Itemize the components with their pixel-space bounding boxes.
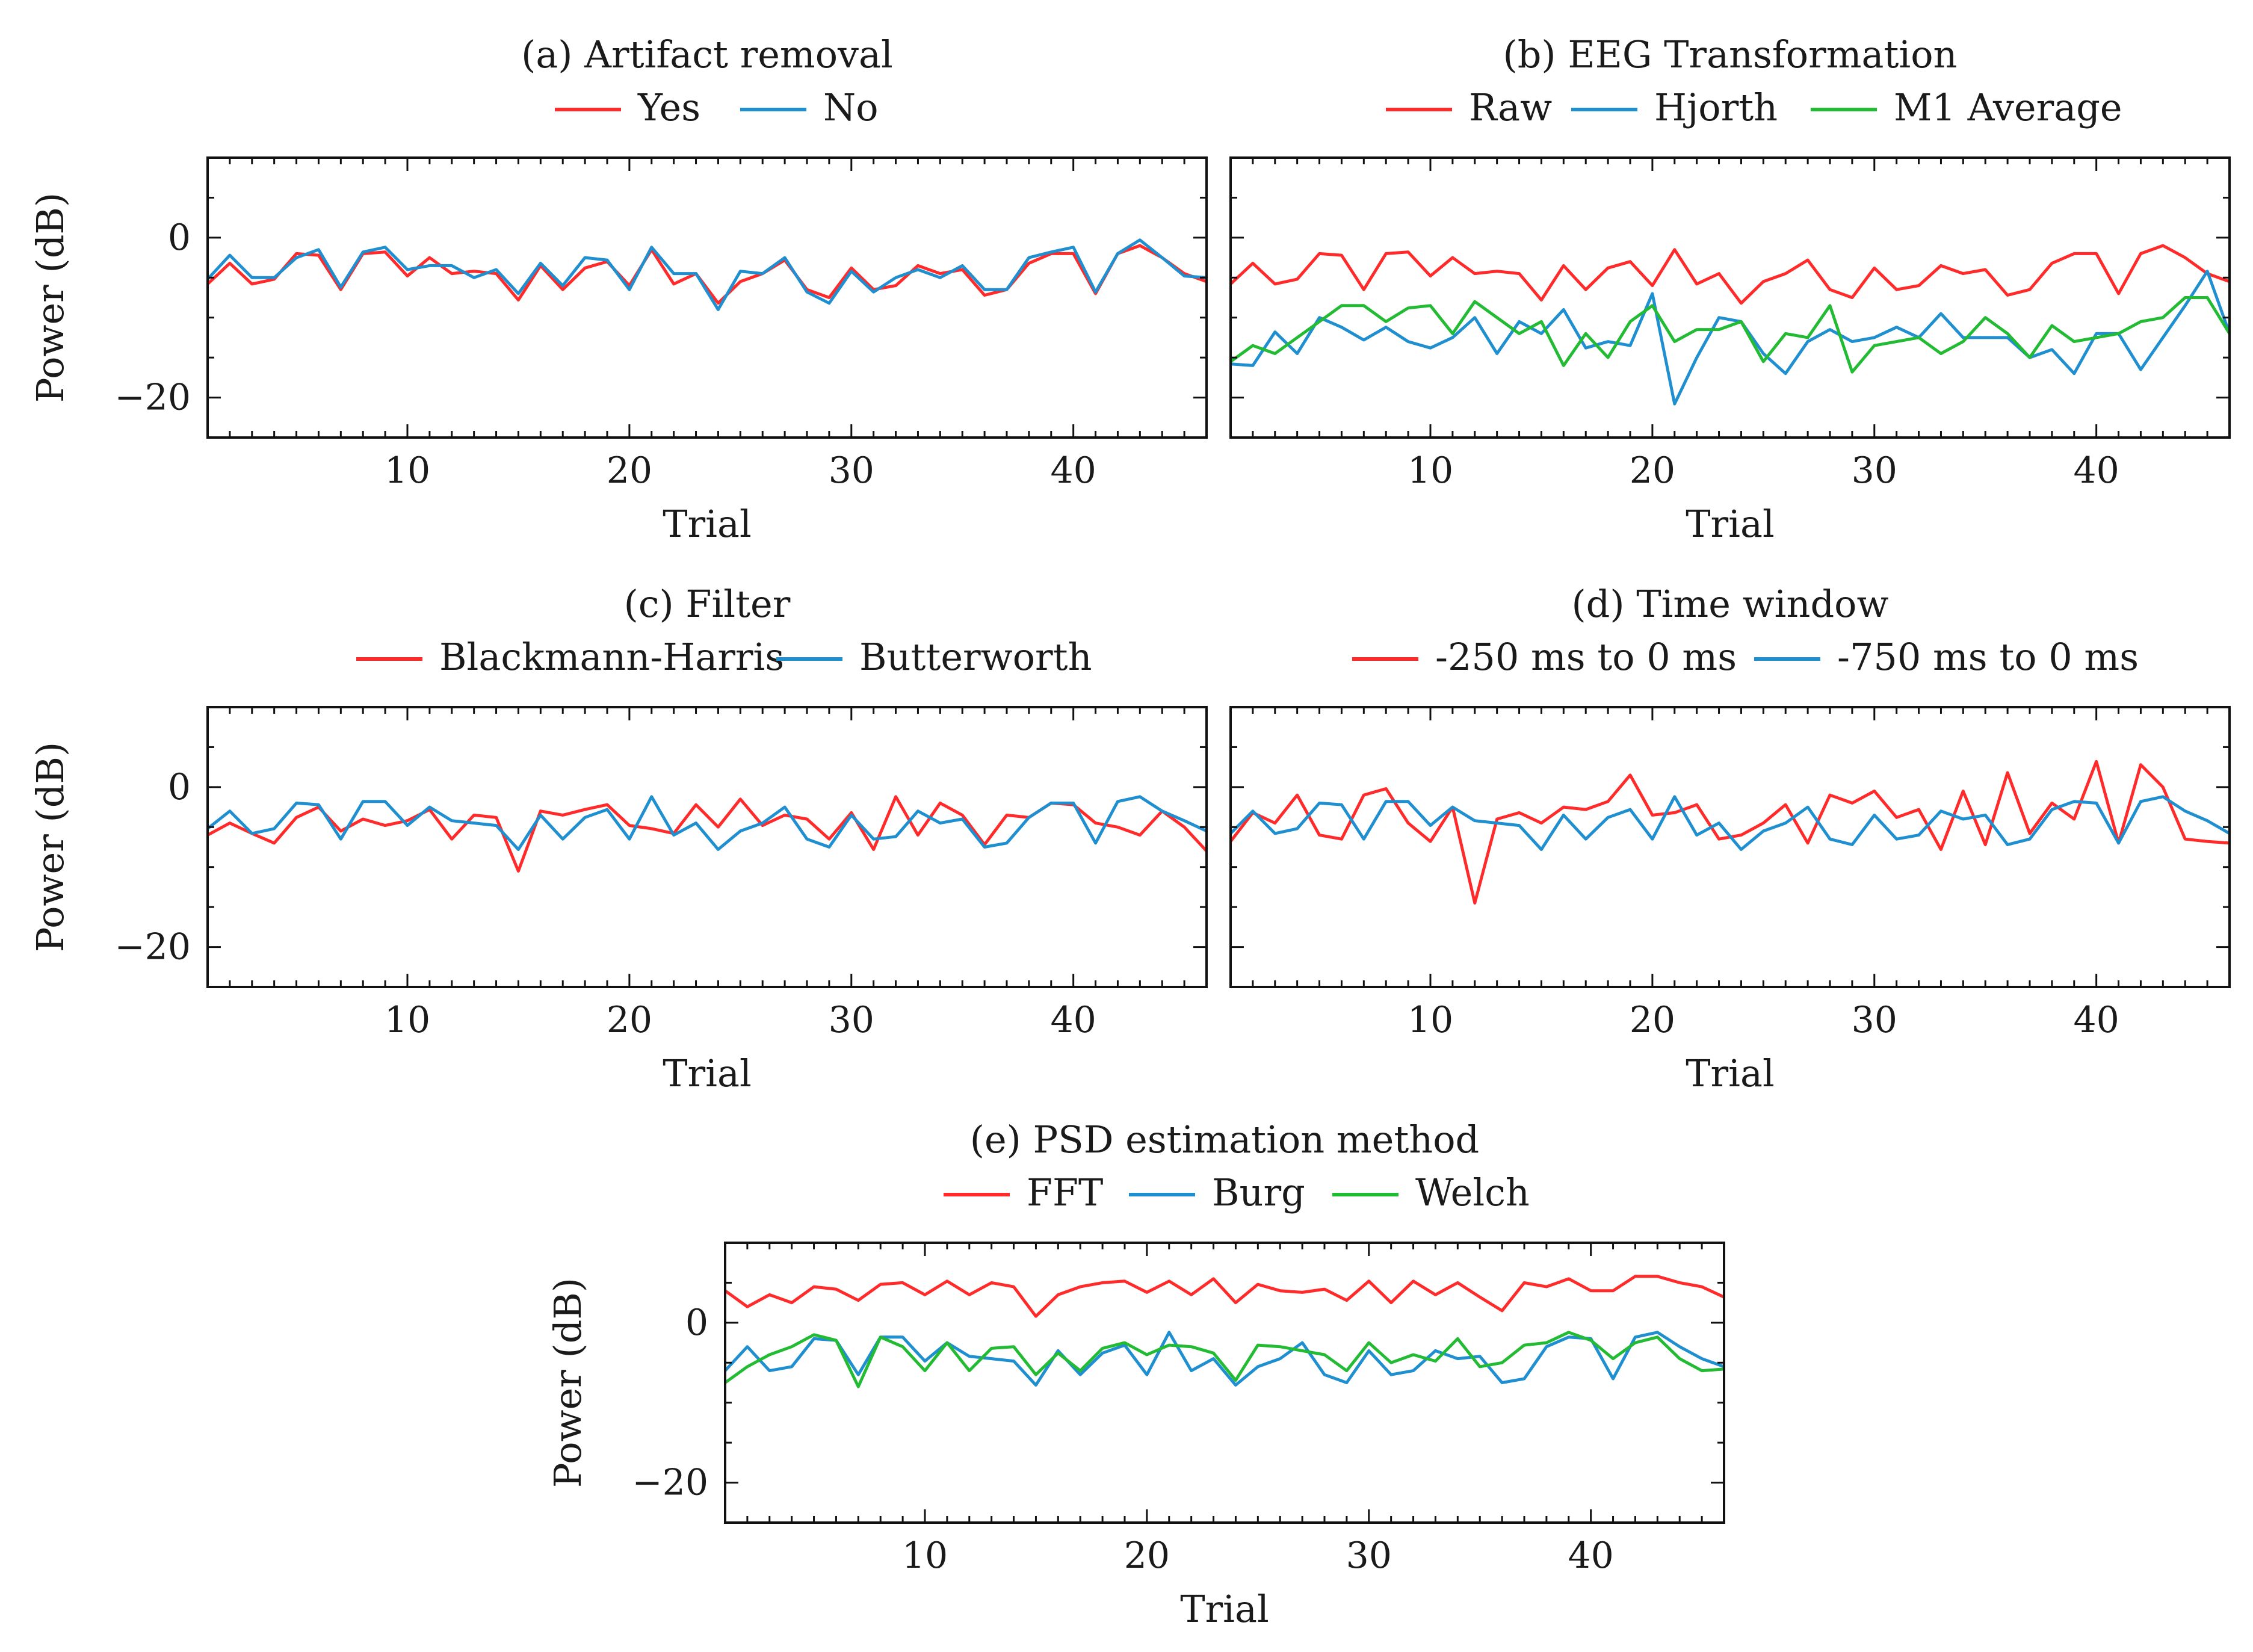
series-line-a-yes bbox=[208, 244, 1207, 305]
legend-item-c-1: Butterworth bbox=[776, 635, 1092, 679]
y-axis-label: Power (dB) bbox=[28, 742, 72, 952]
legend-item-b-1: Hjorth bbox=[1571, 85, 1778, 129]
x-tick-label: 40 bbox=[1050, 999, 1096, 1041]
series-line-e-fft bbox=[725, 1275, 1724, 1318]
x-tick-label: 30 bbox=[829, 450, 874, 492]
panel-c-title: (c) Filter bbox=[624, 582, 791, 626]
x-tick-label: 20 bbox=[1124, 1535, 1170, 1577]
legend-item-b-2: M1 Average bbox=[1811, 85, 2122, 129]
legend-label: Yes bbox=[637, 85, 700, 129]
legend-label: Blackmann-Harris bbox=[439, 635, 784, 679]
series-line-e-burg bbox=[725, 1331, 1724, 1387]
legend-label: Hjorth bbox=[1654, 85, 1778, 129]
y-tick-label: 0 bbox=[168, 766, 191, 808]
legend-item-b-0: Raw bbox=[1386, 85, 1552, 129]
legend-item-a-0: Yes bbox=[555, 85, 700, 129]
series-line-c-butterworth bbox=[208, 795, 1207, 851]
panel-b-title: (b) EEG Transformation bbox=[1503, 32, 1958, 76]
plot-frame bbox=[206, 156, 1208, 439]
x-axis-label: Trial bbox=[663, 502, 752, 546]
legend-item-c-0: Blackmann-Harris bbox=[356, 635, 784, 679]
panel-e: (e) PSD estimation method FFT Burg Welch 10 2… bbox=[546, 1118, 1725, 1631]
legend-item-e-0: FFT bbox=[944, 1171, 1103, 1214]
x-axis-label: Trial bbox=[663, 1051, 752, 1095]
legend-label: No bbox=[823, 85, 879, 129]
series-line-a-no bbox=[208, 238, 1207, 311]
x-tick-label: 10 bbox=[385, 450, 430, 492]
x-axis-label: Trial bbox=[1180, 1587, 1269, 1631]
x-tick-label: 30 bbox=[829, 999, 874, 1041]
panel-b: (b) EEG Transformation Raw Hjorth M1 Averag… bbox=[1229, 32, 2231, 546]
plot-frame bbox=[206, 706, 1208, 988]
plot-frame bbox=[1229, 706, 2231, 988]
legend-label: Raw bbox=[1469, 85, 1552, 129]
plot-frame bbox=[1229, 156, 2231, 439]
x-tick-label: 40 bbox=[2073, 999, 2119, 1041]
legend-label: -750 ms to 0 ms bbox=[1837, 635, 2139, 679]
x-tick-label: 20 bbox=[1630, 999, 1675, 1041]
x-tick-label: 30 bbox=[1346, 1535, 1392, 1577]
plot-frame bbox=[724, 1242, 1725, 1524]
x-tick-label: 20 bbox=[607, 999, 652, 1041]
series-line-b-m1-average bbox=[1231, 296, 2230, 374]
legend-label: Welch bbox=[1415, 1171, 1530, 1214]
x-tick-label: 40 bbox=[2073, 450, 2119, 492]
series-line-c-blackmann-harris bbox=[208, 795, 1207, 873]
x-tick-label: 10 bbox=[1408, 450, 1453, 492]
series-line-d--750-ms-to-0-ms bbox=[1231, 795, 2230, 851]
x-tick-label: 20 bbox=[607, 450, 652, 492]
legend-label: FFT bbox=[1027, 1171, 1103, 1214]
legend-item-e-1: Burg bbox=[1129, 1171, 1305, 1214]
series-line-b-hjorth bbox=[1231, 270, 2230, 406]
panel-c: (c) Filter Blackmann-Harris Butterworth 10 2… bbox=[28, 582, 1208, 1095]
panel-a-title: (a) Artifact removal bbox=[521, 32, 893, 76]
panel-d-title: (d) Time window bbox=[1571, 582, 1888, 626]
legend-item-a-1: No bbox=[740, 85, 879, 129]
series-line-d--250-ms-to-0-ms bbox=[1231, 759, 2230, 905]
x-tick-label: 30 bbox=[1852, 999, 1897, 1041]
legend-item-e-2: Welch bbox=[1332, 1171, 1530, 1214]
panel-d: (d) Time window -250 ms to 0 ms -750 ms to… bbox=[1229, 582, 2231, 1095]
legend-item-d-0: -250 ms to 0 ms bbox=[1352, 635, 1737, 679]
x-tick-label: 10 bbox=[902, 1535, 948, 1577]
series-line-b-raw bbox=[1231, 244, 2230, 305]
y-tick-label: 0 bbox=[685, 1302, 708, 1344]
x-tick-label: 40 bbox=[1568, 1535, 1613, 1577]
legend-label: M1 Average bbox=[1894, 85, 2122, 129]
x-tick-label: 10 bbox=[1408, 999, 1453, 1041]
x-tick-label: 40 bbox=[1050, 450, 1096, 492]
x-tick-label: 20 bbox=[1630, 450, 1675, 492]
x-axis-label: Trial bbox=[1686, 1051, 1775, 1095]
y-tick-label: −20 bbox=[114, 377, 191, 419]
y-axis-label: Power (dB) bbox=[546, 1278, 590, 1488]
legend-label: Burg bbox=[1212, 1171, 1305, 1214]
legend-label: -250 ms to 0 ms bbox=[1435, 635, 1737, 679]
x-tick-label: 10 bbox=[385, 999, 430, 1041]
series-line-e-welch bbox=[725, 1331, 1724, 1388]
panel-e-title: (e) PSD estimation method bbox=[970, 1118, 1479, 1162]
y-tick-label: −20 bbox=[632, 1462, 708, 1504]
legend-item-d-1: -750 ms to 0 ms bbox=[1754, 635, 2139, 679]
y-tick-label: −20 bbox=[114, 926, 191, 968]
panel-a: (a) Artifact removal Yes No 10 20 30 40 0 −20 Tri… bbox=[28, 32, 1208, 546]
legend-label: Butterworth bbox=[859, 635, 1092, 679]
x-axis-label: Trial bbox=[1686, 502, 1775, 546]
y-tick-label: 0 bbox=[168, 217, 191, 259]
x-tick-label: 30 bbox=[1852, 450, 1897, 492]
y-axis-label: Power (dB) bbox=[28, 193, 72, 403]
